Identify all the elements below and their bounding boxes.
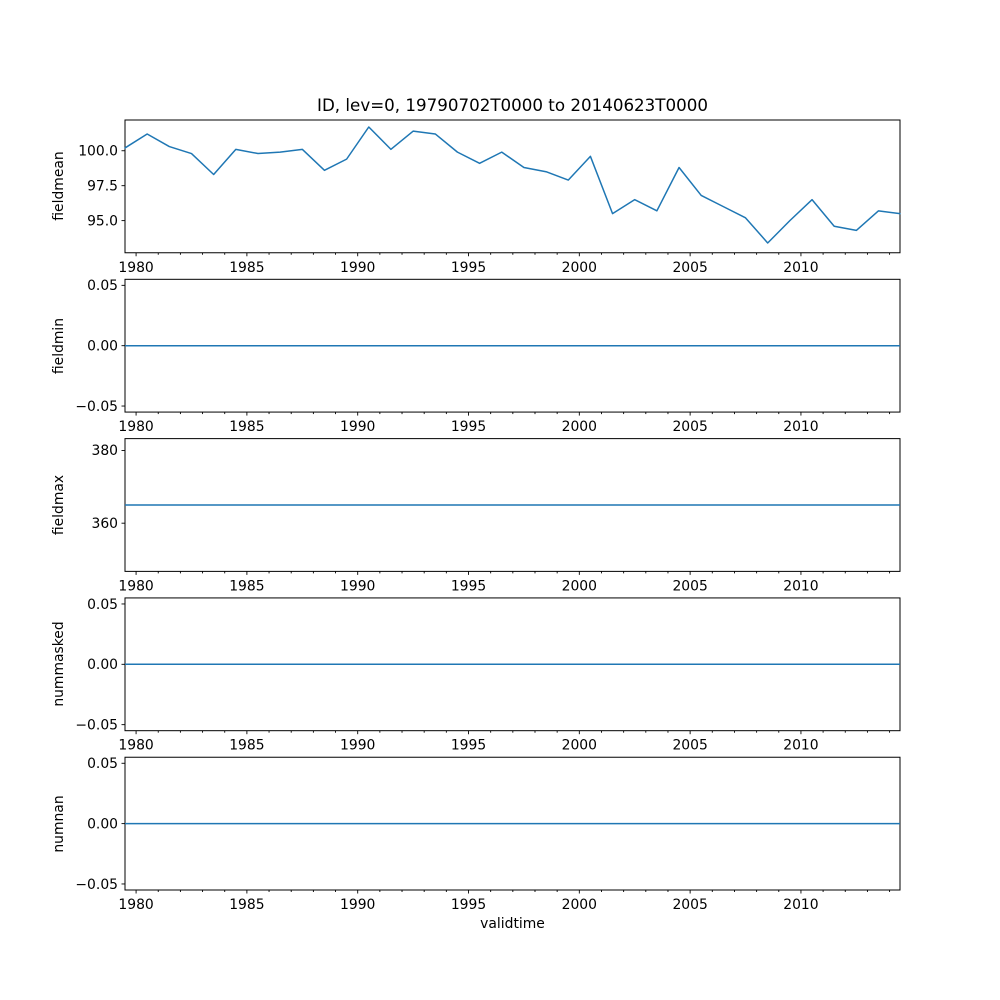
y-tick-label-fieldmean: 100.0 [78,144,118,160]
x-tick-label: 1980 [118,738,153,754]
y-axis-label-nummasked: nummasked [51,621,67,707]
y-axis-label-fieldmin: fieldmin [51,317,67,374]
x-tick-label: 1990 [340,897,375,913]
y-tick-label-fieldmin: 0.05 [87,278,118,294]
x-tick-label: 1990 [340,578,375,594]
x-tick-label: 1985 [229,738,264,754]
x-axis-label: validtime [480,916,545,932]
x-tick-label: 1990 [340,419,375,435]
series-line-fieldmean [124,126,901,244]
y-tick-label-fieldmean: 97.5 [87,178,118,194]
x-tick-label: 1980 [118,897,153,913]
y-tick-label-nummasked: 0.00 [87,657,118,673]
x-tick-label: 2005 [672,578,707,594]
x-tick-label: 1995 [451,419,486,435]
y-tick-label-nummasked: 0.05 [87,597,118,613]
y-axis-label-fieldmean: fieldmean [51,151,67,222]
x-tick-label: 1980 [118,578,153,594]
y-tick-label-numnan: 0.00 [87,816,118,832]
x-tick-label: 2000 [562,738,597,754]
y-axis-label-fieldmax: fieldmax [51,474,67,536]
x-tick-label: 2010 [783,897,818,913]
y-tick-label-fieldmin: −0.05 [75,399,118,415]
x-tick-label: 2005 [672,738,707,754]
x-tick-label: 1990 [340,260,375,276]
y-tick-label-numnan: 0.05 [87,756,118,772]
y-tick-label-fieldmax: 380 [91,443,118,459]
x-tick-label: 2005 [672,419,707,435]
x-tick-label: 1980 [118,419,153,435]
x-tick-label: 2000 [562,897,597,913]
x-tick-label: 2005 [672,897,707,913]
x-tick-label: 1995 [451,260,486,276]
y-tick-label-fieldmean: 95.0 [87,213,118,229]
x-tick-label: 2005 [672,260,707,276]
x-tick-label: 2000 [562,260,597,276]
y-axis-label-numnan: numnan [51,794,67,853]
figure-title: ID, lev=0, 19790702T0000 to 20140623T000… [317,95,708,115]
y-tick-label-fieldmax: 360 [91,516,118,532]
x-tick-label: 2010 [783,578,818,594]
x-tick-label: 1985 [229,419,264,435]
x-tick-label: 2010 [783,260,818,276]
x-tick-label: 1995 [451,897,486,913]
x-tick-label: 1995 [451,578,486,594]
x-tick-label: 1985 [229,260,264,276]
y-tick-label-numnan: −0.05 [75,877,118,893]
x-tick-label: 1985 [229,578,264,594]
x-tick-label: 2000 [562,578,597,594]
x-tick-label: 1985 [229,897,264,913]
y-tick-label-nummasked: −0.05 [75,717,118,733]
y-tick-label-fieldmin: 0.00 [87,338,118,354]
x-tick-label: 2000 [562,419,597,435]
x-tick-label: 1995 [451,738,486,754]
axes-box-fieldmean [124,119,901,254]
x-tick-label: 1980 [118,260,153,276]
x-tick-label: 2010 [783,738,818,754]
x-tick-label: 1990 [340,738,375,754]
x-tick-label: 2010 [783,419,818,435]
